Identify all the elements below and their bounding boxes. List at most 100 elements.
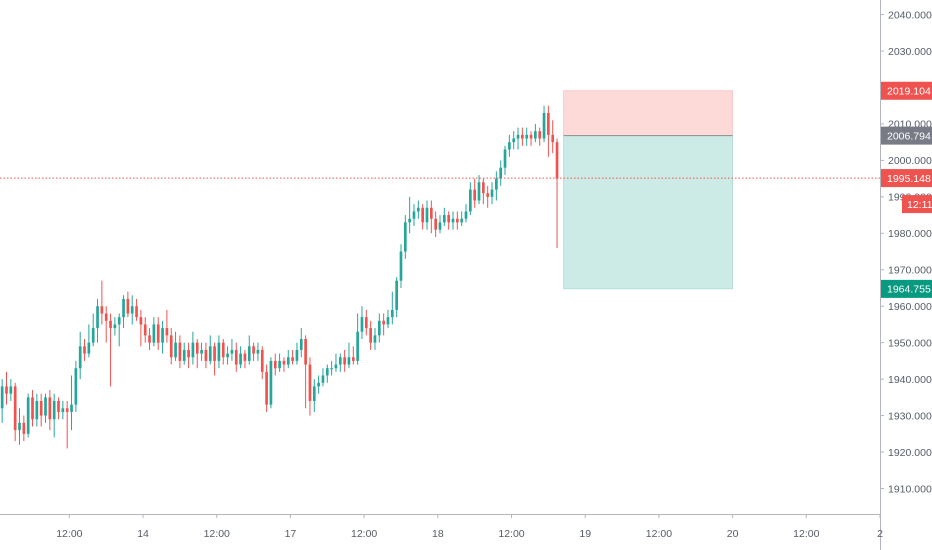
candle [403,215,407,259]
time-axis-background [0,514,880,550]
candle-body [265,371,268,405]
candle [395,277,398,318]
candle [295,342,299,365]
candle [434,211,438,237]
last-price-tag-background [881,169,932,188]
candle [325,364,329,383]
price-tick-label: 1950.000 [888,337,932,349]
candle [169,328,173,365]
candle [174,331,177,361]
candle-body [191,342,195,358]
candle [412,204,416,227]
candle [74,360,78,412]
candle [551,120,555,154]
candle [399,244,403,288]
candle [373,328,377,350]
candle-body [508,142,511,150]
candle-body [308,364,312,401]
candle-body [230,349,234,354]
candle-body [269,360,273,405]
candle [61,400,65,420]
candle [87,324,91,358]
candle [35,393,39,427]
candle [13,382,17,442]
candle [390,291,394,325]
candle-body [260,349,264,372]
candle-body [455,218,459,223]
candle-body [256,349,260,354]
price-tick-label: 2030.000 [888,46,932,58]
candle-body [70,404,73,412]
candle [499,160,503,186]
candle [48,390,52,431]
candle-body [122,298,125,318]
candle [464,204,468,223]
candle-body [130,306,134,314]
candle [217,335,221,369]
candle-body [61,408,65,412]
candle [421,204,425,230]
price-tick-label: 1970.000 [888,265,932,277]
candle-body [464,211,468,219]
candle [18,408,21,445]
candle [39,393,43,427]
candle [312,379,316,412]
candle-body [26,397,30,434]
candle-body [35,400,39,420]
candle [555,138,559,248]
candle-body [408,218,411,223]
candle-body [234,349,238,365]
candle [126,291,130,318]
candle-body [213,346,216,361]
candle [65,400,69,449]
candle [538,127,542,146]
candle [369,320,372,350]
candle [338,353,342,372]
candle-body [447,215,451,223]
candle-body [382,320,385,325]
candle-body [208,346,212,361]
candle [408,196,411,234]
candle-body [525,134,529,139]
candle [5,371,8,405]
candle-body [395,280,398,310]
price-tick-label: 1920.000 [888,447,932,459]
candle [109,313,112,387]
candle [226,346,229,365]
candle-body [286,357,290,365]
time-tick-label: 20 [727,528,739,540]
countdown-tag-background [902,195,932,214]
candle [31,390,34,427]
candle [122,295,125,329]
candle [96,298,99,343]
candle-body [421,207,425,223]
candle-body [117,317,121,325]
candle-body [434,218,438,230]
candle [26,393,30,438]
candle-body [65,408,69,412]
candle [377,313,381,343]
candle-body [126,298,130,314]
candle-body [399,251,403,281]
candle-body [538,131,542,139]
candle [57,397,60,420]
candle-body [226,353,229,358]
candle-body [0,386,4,409]
time-axis[interactable]: 12:00 14 12:00 17 12:00 18 12:00 19 12:00 20 12:00… [0,514,883,550]
candle [308,357,312,416]
entry-price-tag-background [881,126,932,145]
time-tick-label: 12:00 [793,528,819,540]
candle [334,353,338,372]
candle-body [169,335,173,358]
candle [52,393,56,438]
candle-body [473,189,477,201]
candle [438,215,442,234]
candle-body [22,422,26,434]
candle [382,313,385,336]
candle [247,335,251,365]
candle [542,105,546,143]
candle [447,211,451,230]
stop-price-tag: 2019.104 [881,81,932,100]
candle [386,309,390,329]
